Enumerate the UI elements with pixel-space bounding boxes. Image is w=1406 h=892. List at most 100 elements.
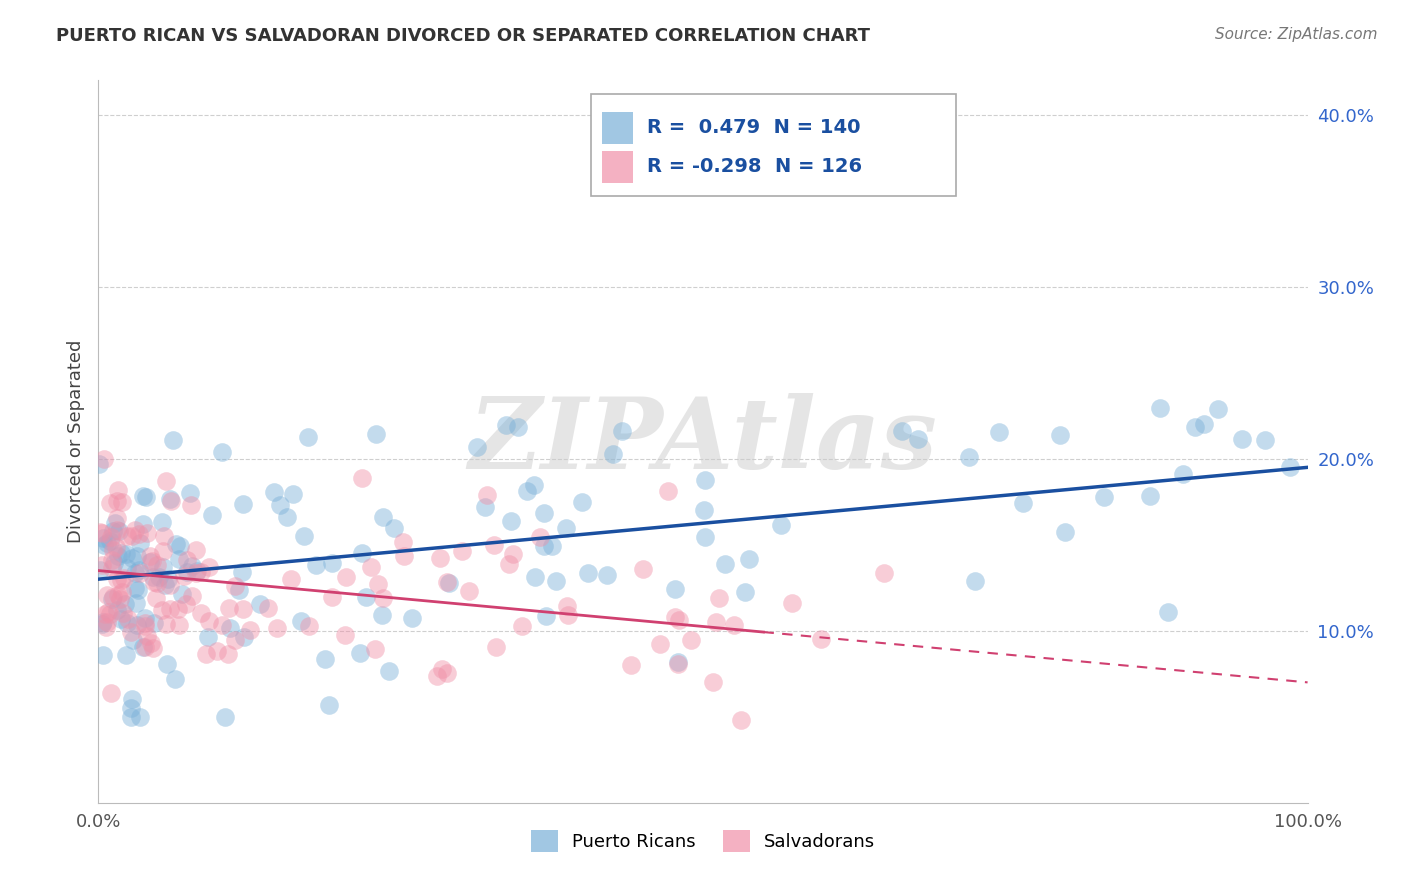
- Point: [169, 540, 191, 554]
- Point: [89, 524, 111, 539]
- Point: [266, 621, 288, 635]
- Point: [318, 698, 340, 712]
- Point: [485, 640, 508, 654]
- Point: [165, 537, 187, 551]
- Point: [1206, 402, 1229, 417]
- Point: [120, 625, 142, 640]
- Point: [152, 544, 174, 558]
- Point: [105, 603, 128, 617]
- Point: [129, 710, 152, 724]
- Point: [173, 569, 195, 583]
- Point: [1139, 489, 1161, 503]
- Point: [228, 583, 250, 598]
- Point: [734, 585, 756, 599]
- Point: [382, 521, 405, 535]
- Point: [101, 561, 124, 575]
- Point: [352, 546, 374, 560]
- Text: PUERTO RICAN VS SALVADORAN DIVORCED OR SEPARATED CORRELATION CHART: PUERTO RICAN VS SALVADORAN DIVORCED OR S…: [56, 27, 870, 45]
- Point: [159, 578, 181, 592]
- Point: [335, 570, 357, 584]
- Point: [516, 483, 538, 498]
- Point: [232, 630, 254, 644]
- Point: [231, 565, 253, 579]
- Point: [176, 565, 198, 579]
- Point: [321, 556, 343, 570]
- Point: [96, 535, 118, 549]
- Point: [91, 558, 114, 573]
- Point: [730, 713, 752, 727]
- Point: [122, 632, 145, 647]
- Point: [707, 591, 730, 605]
- Point: [693, 503, 716, 517]
- Point: [159, 602, 181, 616]
- Point: [957, 450, 980, 464]
- Point: [872, 566, 894, 581]
- Point: [135, 491, 157, 505]
- Point: [120, 701, 142, 715]
- Point: [305, 558, 328, 573]
- Point: [155, 616, 177, 631]
- Point: [153, 529, 176, 543]
- Point: [132, 489, 155, 503]
- Point: [595, 568, 617, 582]
- Point: [1278, 460, 1301, 475]
- Point: [477, 488, 499, 502]
- Point: [988, 425, 1011, 439]
- Point: [436, 665, 458, 680]
- Point: [702, 675, 724, 690]
- Point: [115, 561, 138, 575]
- Point: [100, 607, 122, 621]
- Point: [108, 591, 131, 606]
- Point: [963, 574, 986, 588]
- Point: [664, 609, 686, 624]
- Point: [557, 599, 579, 613]
- Point: [124, 582, 146, 596]
- Text: Source: ZipAtlas.com: Source: ZipAtlas.com: [1215, 27, 1378, 42]
- Point: [97, 605, 120, 619]
- Point: [111, 585, 134, 599]
- Point: [110, 574, 132, 588]
- Point: [249, 598, 271, 612]
- Point: [124, 566, 146, 581]
- Point: [602, 447, 624, 461]
- Point: [367, 577, 389, 591]
- Point: [523, 477, 546, 491]
- Point: [90, 526, 112, 541]
- Point: [263, 485, 285, 500]
- Point: [105, 523, 128, 537]
- Point: [142, 640, 165, 655]
- Point: [378, 664, 401, 678]
- Point: [87, 457, 110, 471]
- Point: [100, 534, 122, 549]
- Point: [451, 544, 474, 558]
- Point: [907, 432, 929, 446]
- Point: [145, 591, 167, 605]
- Point: [780, 596, 803, 610]
- Point: [281, 487, 304, 501]
- Point: [666, 657, 689, 672]
- Point: [1092, 490, 1115, 504]
- Point: [155, 475, 177, 489]
- Point: [176, 552, 198, 566]
- Point: [121, 691, 143, 706]
- Point: [100, 686, 122, 700]
- Point: [1157, 605, 1180, 619]
- Point: [156, 572, 179, 586]
- Point: [112, 571, 135, 585]
- Point: [107, 572, 129, 586]
- Point: [257, 601, 280, 615]
- Point: [506, 420, 529, 434]
- Point: [134, 611, 156, 625]
- Point: [101, 591, 124, 606]
- Point: [107, 588, 129, 602]
- Point: [186, 564, 208, 578]
- Point: [110, 546, 132, 560]
- Point: [117, 612, 139, 626]
- Point: [371, 591, 394, 605]
- Point: [612, 425, 634, 439]
- Point: [96, 620, 118, 634]
- Point: [172, 587, 194, 601]
- Point: [546, 574, 568, 588]
- Point: [174, 598, 197, 612]
- Point: [437, 576, 460, 591]
